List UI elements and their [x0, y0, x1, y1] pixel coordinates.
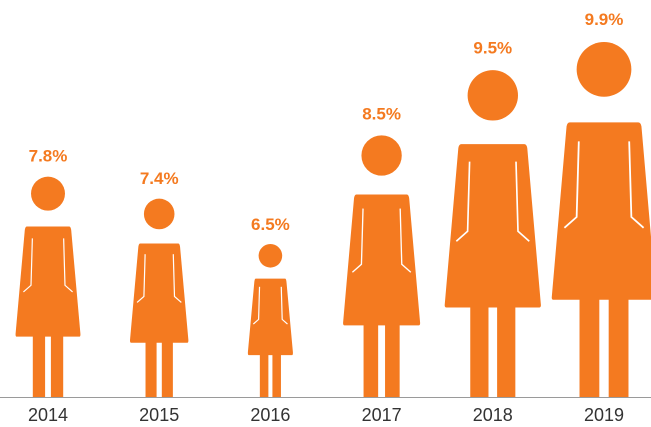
figure-head — [576, 42, 632, 97]
person-figure — [15, 176, 81, 397]
x-tick-label: 2014 — [28, 405, 68, 425]
dress-line — [172, 254, 182, 303]
figure-dress — [343, 194, 421, 326]
person-figure — [130, 198, 189, 397]
figure-leg — [32, 335, 46, 397]
value-label: 6.5% — [251, 215, 290, 234]
dress-line — [563, 141, 580, 229]
value-label: 7.4% — [140, 169, 179, 188]
figure-leg — [579, 298, 600, 397]
figure-leg — [470, 306, 489, 397]
dress-line — [280, 286, 288, 325]
figure-dress — [444, 144, 541, 308]
figure-leg — [497, 306, 516, 397]
figure-leg — [50, 335, 64, 397]
value-label: 9.9% — [585, 10, 624, 29]
figure-dress — [15, 226, 81, 337]
value-label: 9.5% — [473, 39, 512, 58]
value-label: 8.5% — [362, 105, 401, 124]
figure-head — [31, 176, 65, 211]
dress-line — [351, 208, 364, 273]
x-tick-label: 2018 — [473, 405, 513, 425]
figure-leg — [145, 341, 157, 397]
dress-line — [63, 238, 73, 293]
person-figure — [444, 70, 541, 397]
figure-head — [143, 198, 175, 230]
figure-leg — [363, 324, 379, 397]
figure-leg — [161, 341, 173, 397]
figure-head — [258, 243, 283, 268]
person-figure — [551, 42, 651, 397]
x-tick-label: 2016 — [250, 405, 290, 425]
person-figure — [343, 135, 421, 397]
figure-head — [467, 70, 518, 121]
x-tick-label: 2017 — [362, 405, 402, 425]
figure-leg — [259, 354, 269, 397]
figure-leg — [272, 354, 281, 397]
dress-line — [136, 254, 146, 303]
figure-head — [361, 135, 402, 176]
value-label: 7.8% — [29, 147, 68, 166]
figure-dress — [551, 122, 651, 300]
figure-dress — [247, 278, 293, 356]
dress-line — [399, 208, 412, 273]
x-tick-label: 2019 — [584, 405, 624, 425]
figure-dress — [130, 243, 189, 343]
person-figure — [247, 243, 293, 397]
dress-line — [515, 161, 530, 242]
dress-line — [23, 238, 33, 293]
dress-line — [252, 286, 261, 325]
figure-leg — [608, 298, 629, 397]
dress-line — [628, 141, 645, 229]
figure-leg — [385, 324, 400, 397]
x-tick-label: 2015 — [139, 405, 179, 425]
dress-line — [455, 161, 471, 242]
